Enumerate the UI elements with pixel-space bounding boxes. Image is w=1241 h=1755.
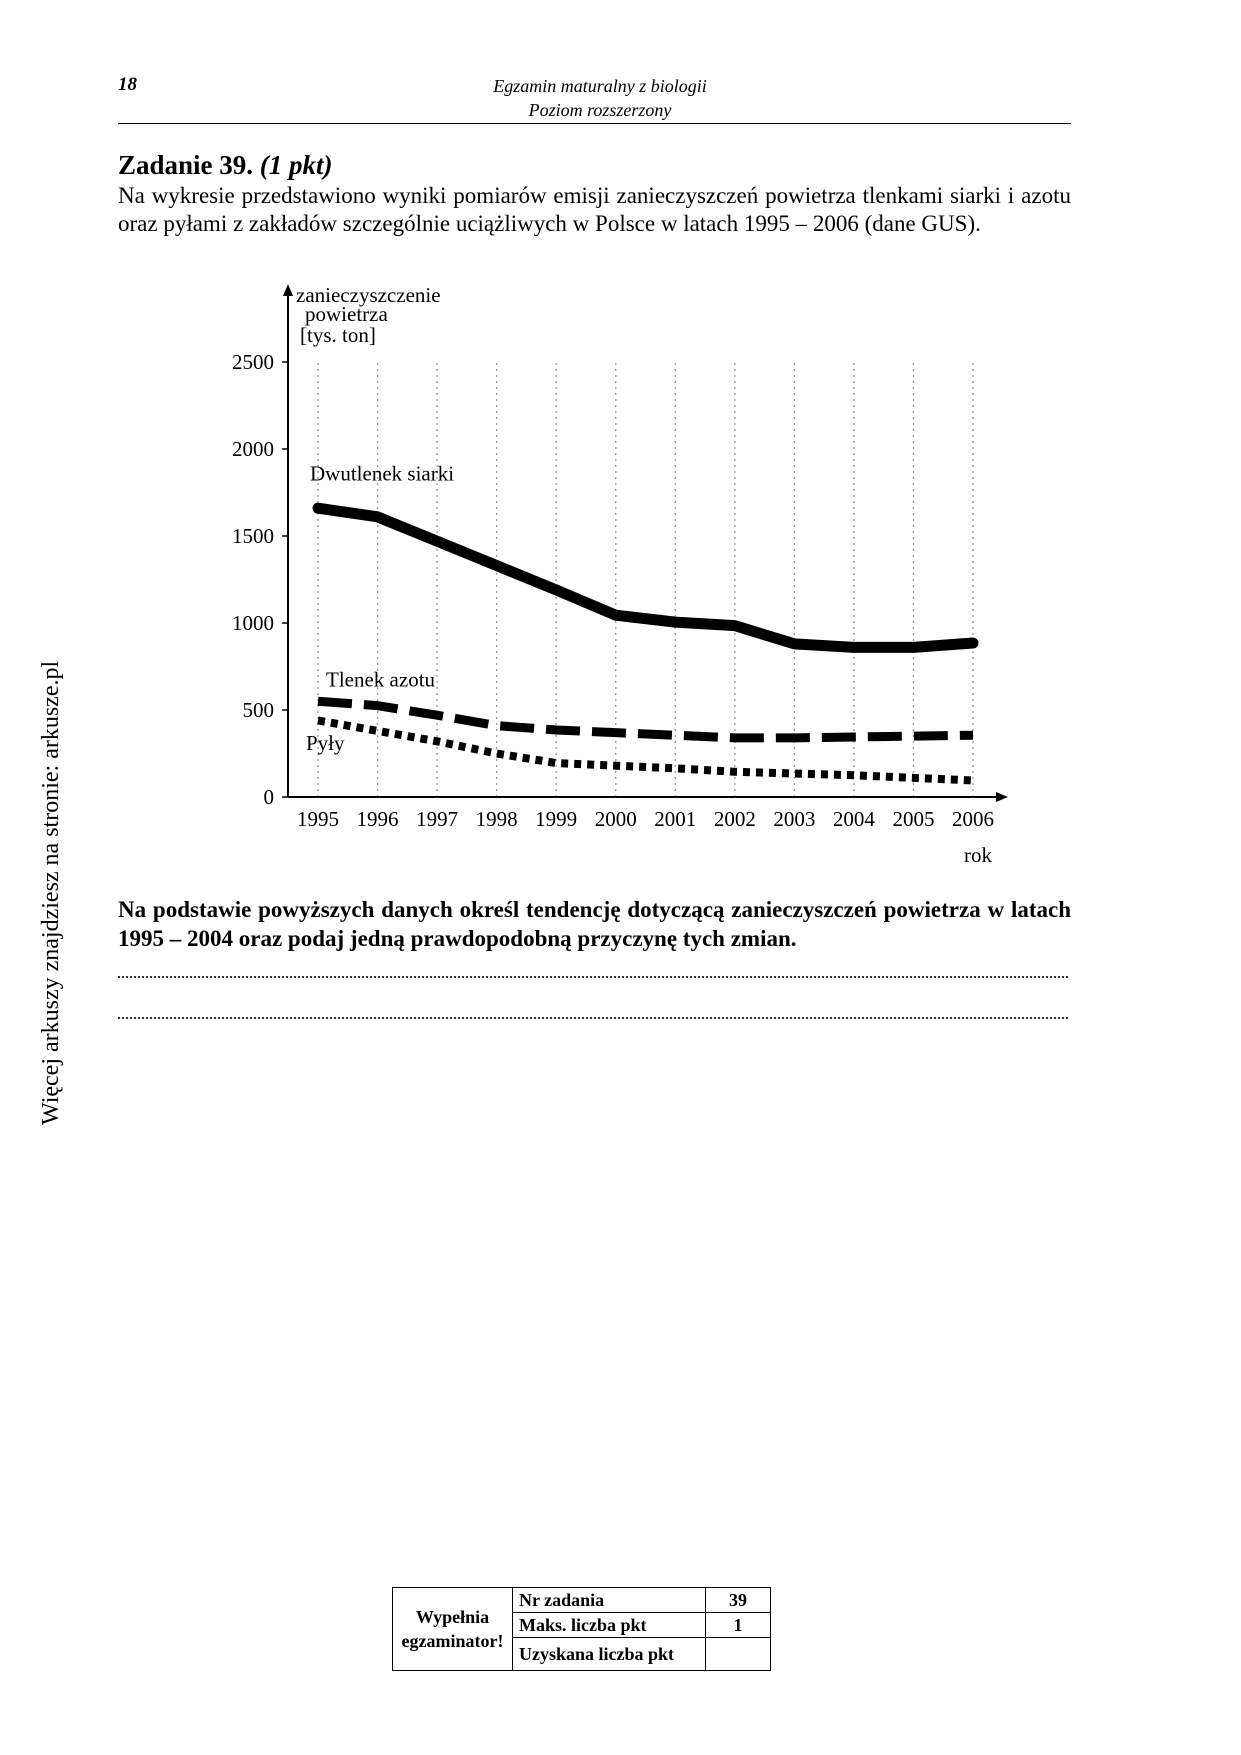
- task-number: Zadanie 39.: [118, 150, 254, 180]
- y-tick-label: 0: [264, 785, 275, 809]
- y-tick-label: 1000: [232, 611, 274, 635]
- series-label: Dwutlenek siarki: [310, 461, 454, 485]
- page-header: Egzamin maturalny z biologii Poziom rozs…: [400, 74, 800, 122]
- y-axis-label: zanieczyszczenie: [296, 283, 441, 307]
- y-axis-arrow-icon: [283, 284, 293, 296]
- x-tick-label: 2001: [654, 807, 696, 831]
- grader-note: Wypełnia egzaminator!: [392, 1587, 513, 1671]
- x-tick-label: 2003: [773, 807, 815, 831]
- max-points-value: 1: [705, 1612, 771, 1638]
- grading-table: Wypełnia egzaminator! Nr zadania 39 Maks…: [392, 1587, 771, 1671]
- task-question: Na podstawie powyższych danych określ te…: [118, 897, 1071, 951]
- task-number-label: Nr zadania: [512, 1587, 706, 1613]
- y-tick-label: 2500: [232, 350, 274, 374]
- task-intro: Na wykresie przedstawiono wyniki pomiaró…: [118, 183, 1071, 236]
- x-axis-label: rok: [964, 843, 992, 867]
- x-axis-arrow-icon: [996, 792, 1008, 802]
- x-tick-label: 1999: [535, 807, 577, 831]
- task-title: Zadanie 39. (1 pkt): [118, 150, 333, 181]
- grader-note-line-2: egzaminator!: [401, 1631, 504, 1651]
- exam-level: Poziom rozszerzony: [528, 100, 672, 120]
- task-points: (1 pkt): [259, 150, 333, 180]
- x-tick-label: 2005: [892, 807, 934, 831]
- y-tick-label: 2000: [232, 437, 274, 461]
- x-tick-label: 1997: [416, 807, 458, 831]
- x-tick-label: 2004: [833, 807, 876, 831]
- x-tick-label: 2006: [952, 807, 994, 831]
- x-tick-label: 1998: [476, 807, 518, 831]
- side-note: Więcej arkuszy znajdziesz na stronie: ar…: [38, 660, 64, 1125]
- x-tick-label: 1995: [297, 807, 339, 831]
- y-tick-label: 500: [243, 698, 275, 722]
- scored-points-input[interactable]: [705, 1637, 771, 1671]
- y-axis-label: [tys. ton]: [300, 323, 376, 347]
- series-label: Pyły: [306, 731, 345, 755]
- y-axis-label: powietrza: [305, 302, 388, 326]
- series-label: Tlenek azotu: [326, 668, 436, 692]
- header-divider: [118, 123, 1071, 124]
- exam-title: Egzamin maturalny z biologii: [493, 76, 707, 96]
- task-number-value: 39: [705, 1587, 771, 1613]
- emissions-line-chart: 0 500 1000 1500 2000 2500 1995 1996 1997 1998 1999…: [232, 283, 1008, 867]
- max-points-label: Maks. liczba pkt: [512, 1612, 706, 1638]
- answer-line[interactable]: [118, 1017, 1068, 1019]
- scored-points-label: Uzyskana liczba pkt: [512, 1637, 706, 1671]
- series-line-dashed: [317, 696, 974, 743]
- x-tick-label: 2002: [714, 807, 756, 831]
- grader-note-line-1: Wypełnia: [415, 1607, 490, 1627]
- page-number: 18: [118, 74, 137, 95]
- series-line-solid: [312, 502, 979, 653]
- answer-line[interactable]: [118, 976, 1068, 978]
- y-tick-label: 1500: [232, 524, 274, 548]
- x-tick-label: 1996: [357, 807, 399, 831]
- series-line-dotted: [317, 716, 974, 785]
- x-tick-label: 2000: [595, 807, 637, 831]
